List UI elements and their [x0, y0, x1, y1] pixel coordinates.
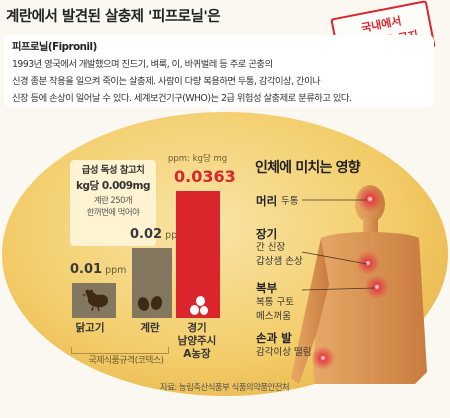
unit-note: ppm: kg당 mg	[168, 154, 228, 164]
reference-value: kg당 0.009mg	[76, 180, 150, 192]
category-label-farm-1: 경기	[187, 322, 207, 334]
abdomen-desc-1: 복통 구토	[256, 297, 294, 308]
egg-icon	[196, 296, 205, 306]
codex-bracket	[71, 347, 169, 354]
definition-line-1: 1993년 영국에서 개발했으며 진드기, 벼룩, 이, 바퀴벌레 등 주로 곤…	[12, 59, 273, 70]
definition-name: 피프로닐(Fipronil)	[12, 41, 97, 53]
head-hotspot	[357, 186, 383, 212]
body-effects-title: 인체에 미치는 영향	[255, 160, 361, 176]
toxicity-reference-box: 급성 독성 참고치 kg당 0.009mg 계란 250개 한꺼번에 먹어야	[70, 160, 156, 246]
egg-icon	[190, 305, 199, 315]
bar-value-2: 0.02	[130, 227, 163, 242]
definition-box: 피프로닐(Fipronil) 1993년 영국에서 개발했으며 진드기, 벼룩,…	[4, 35, 434, 107]
organs-label: 장기	[256, 227, 278, 241]
category-label-farm: 경기 남양주시 A농장	[167, 322, 227, 361]
category-label-egg: 계란	[140, 322, 160, 334]
definition-box-pointer	[206, 105, 222, 114]
abdomen-desc-2: 메스꺼움	[256, 311, 291, 322]
organ-leader-line	[301, 251, 368, 265]
category-label-farm-2: 남양주시	[177, 335, 217, 347]
definition-line-3: 신장 등에 손상이 일어날 수 있다. 세계보건기구(WHO)는 2급 위험성 …	[12, 93, 352, 104]
reference-note: 한꺼번에 먹어야	[86, 207, 140, 217]
chicken-icon	[82, 289, 108, 312]
bar-unit-1: ppm	[102, 265, 127, 276]
page-title: 계란에서 발견된 살충제 '피프로닐'은	[6, 9, 221, 25]
abdomen-label: 복부	[256, 281, 278, 295]
codex-bracket-label: 국제식품규격(코덱스)	[88, 356, 165, 366]
egg-icon	[200, 306, 208, 315]
reference-title: 급성 독성 참고치	[81, 165, 145, 176]
head-label: 머리	[256, 194, 278, 208]
limbs-label: 손과 발	[256, 331, 292, 345]
organs-desc-2: 갑상샘 손상	[256, 256, 303, 267]
organ-hotspot	[356, 251, 380, 275]
category-label-chicken: 닭고기	[75, 322, 105, 334]
reference-eggs: 계란 250개	[93, 195, 133, 205]
bar-value-label-2: 0.02 ppm	[130, 227, 186, 242]
bar-value-label-1: 0.01 ppm	[70, 262, 126, 277]
organs-desc-1: 간 신장	[256, 242, 286, 253]
definition-line-2: 신경 종분 작용을 일으켜 죽이는 살충제. 사람이 다량 복용하면 두통, 감…	[12, 76, 321, 87]
limbs-desc: 감각이상 떨림	[256, 347, 312, 358]
source-note: 자료: 농림축산식품부 식품의약품안전처	[160, 382, 290, 392]
head-desc: 두통	[281, 196, 299, 207]
abdomen-leader-line	[301, 287, 376, 291]
bar-unit-2: ppm	[162, 230, 187, 241]
bar-value-3: 0.0363	[174, 167, 236, 186]
category-label-farm-3: A농장	[183, 348, 211, 360]
abdomen-hotspot	[365, 275, 389, 299]
human-body-figure	[291, 185, 427, 384]
hand-hotspot	[311, 346, 335, 370]
bar-value-1: 0.01	[70, 262, 103, 277]
bar-value-label-3: 0.0363	[174, 167, 236, 186]
